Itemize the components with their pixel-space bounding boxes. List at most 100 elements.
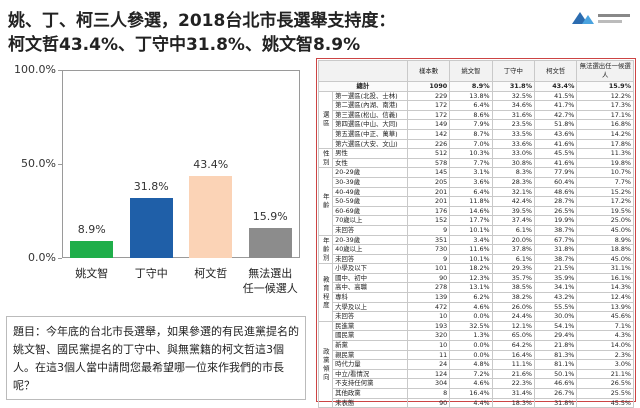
- cell: 18.8%: [576, 244, 634, 255]
- cell: 45.6%: [576, 311, 634, 322]
- column-header: 姚文智: [449, 60, 493, 82]
- data-row: 第五選區(中正、萬華) 142 8.7% 33.5% 43.6% 14.2%: [319, 128, 634, 140]
- cell: 320: [406, 330, 451, 342]
- cell: 16.1%: [576, 272, 634, 284]
- cell: 33.6%: [491, 138, 536, 150]
- cell: 12.4%: [576, 292, 634, 303]
- y-tick-label: 50.0%: [21, 157, 56, 170]
- cell: 6.2%: [449, 292, 493, 303]
- cell: 12.3%: [449, 272, 493, 284]
- header-row: 樣本數 姚文智 丁守中 柯文哲 無法選出任一候選人: [318, 60, 634, 82]
- cell: 34.6%: [491, 100, 536, 111]
- question-text: 題目：今年底的台北市長選舉，如果參選的有民進黨提名的姚文智、國民黨提名的丁守中、…: [6, 316, 306, 400]
- cell: 33.0%: [491, 148, 536, 159]
- data-row: 政黨傾向 民進黨 193 32.5% 12.1% 54.1% 7.1%: [317, 320, 634, 408]
- cell: 26.5%: [533, 205, 578, 217]
- cell: 35.9%: [533, 272, 578, 284]
- data-row: 40歲以上 730 11.6% 37.8% 31.8% 18.8%: [319, 244, 634, 255]
- cell: 10.3%: [449, 148, 493, 159]
- cell: 201: [406, 186, 451, 198]
- cell: 25.5%: [576, 388, 634, 399]
- cell: 32.5%: [491, 90, 536, 102]
- cell: 21.5%: [533, 263, 578, 274]
- cell: 29.3%: [491, 263, 536, 274]
- column-header: 丁守中: [491, 60, 536, 82]
- row-label: 未回答: [332, 311, 408, 322]
- cell: 9: [406, 224, 451, 236]
- column-header: 無法選出任一候選人: [576, 60, 634, 82]
- cell: 12.1%: [491, 320, 536, 332]
- data-row: 性別 男性 512 10.3% 33.0% 45.5% 11.3%: [317, 148, 634, 169]
- data-row: 國中、初中 90 12.3% 35.7% 35.9% 16.1%: [319, 272, 634, 284]
- cell: 226: [406, 138, 451, 150]
- cell: 172: [406, 100, 451, 111]
- data-row: 專科 139 6.2% 38.2% 43.2% 12.4%: [319, 292, 634, 303]
- cell: 4.4%: [449, 397, 493, 408]
- cell: 31.8%: [533, 397, 578, 408]
- cell: 45.0%: [576, 253, 634, 265]
- row-label: 其他政黨: [332, 388, 408, 399]
- cell: 17.7%: [449, 215, 493, 226]
- cell: 16.4%: [449, 388, 493, 399]
- cell: 12.2%: [576, 90, 634, 102]
- row-label: 30-39歲: [332, 176, 408, 188]
- row-label: 60-69歲: [332, 205, 408, 217]
- cell: 42.7%: [533, 109, 578, 121]
- row-label: 男性: [332, 148, 408, 159]
- cell: 193: [406, 320, 451, 332]
- cell: 31.8%: [491, 81, 536, 92]
- row-label: 時代力量: [332, 359, 408, 370]
- cell: 17.2%: [576, 196, 634, 207]
- data-row: 親民黨 11 0.0% 16.4% 81.3% 2.3%: [319, 349, 634, 361]
- row-label: 40-49歲: [332, 186, 408, 198]
- total-row: 總計 1090 8.9% 31.8% 43.4% 15.9%: [318, 81, 634, 92]
- cell: 13.8%: [449, 90, 493, 102]
- cell: 7.0%: [449, 138, 493, 150]
- cell: 10.7%: [576, 167, 634, 178]
- cell: 14.3%: [576, 282, 634, 294]
- cell: 26.5%: [576, 378, 634, 389]
- y-tick-mark: [58, 70, 62, 71]
- cell: 19.5%: [576, 205, 634, 217]
- cell: 51.8%: [533, 119, 578, 130]
- cell: 30.0%: [533, 311, 578, 322]
- group-label: 性別: [317, 148, 334, 169]
- cell: 14.6%: [449, 205, 493, 217]
- title-line: 姚、丁、柯三人參選，2018台北市長選舉支持度：: [8, 11, 396, 31]
- row-label: 第一選區(北投、士林): [332, 90, 408, 102]
- cell: 149: [406, 119, 451, 130]
- data-row: 60-69歲 176 14.6% 39.5% 26.5% 19.5%: [319, 205, 634, 217]
- cell: 13.1%: [449, 282, 493, 294]
- cell: 17.8%: [576, 138, 634, 150]
- x-tick-label: 柯文哲: [194, 267, 228, 280]
- cell: 15.2%: [576, 186, 634, 198]
- cell: 1090: [406, 81, 451, 92]
- cell: 11.3%: [576, 148, 634, 159]
- cell: 8.7%: [449, 128, 493, 140]
- data-row: 女性 578 7.7% 30.8% 41.6% 19.8%: [319, 157, 634, 169]
- cell: 14.0%: [576, 340, 634, 351]
- cell: 67.7%: [533, 234, 578, 246]
- cell: 43.6%: [533, 128, 578, 140]
- cell: 50.1%: [533, 368, 578, 380]
- cell: 101: [406, 263, 451, 274]
- cell: 30.8%: [491, 157, 536, 169]
- cell: 41.6%: [533, 138, 578, 150]
- cell: 6.1%: [491, 224, 536, 236]
- cell: 176: [406, 205, 451, 217]
- cell: 578: [406, 157, 451, 169]
- cell: 16.4%: [491, 349, 536, 361]
- cell: 11.8%: [449, 196, 493, 207]
- cell: 32.5%: [449, 320, 493, 332]
- cell: 22.3%: [491, 378, 536, 389]
- crosstab-table: 樣本數 姚文智 丁守中 柯文哲 無法選出任一候選人 總計 1090 8.9% 31.8% 43.4…: [317, 60, 634, 408]
- table-body: 樣本數 姚文智 丁守中 柯文哲 無法選出任一候選人 總計 1090 8.9% 31.8% 43.4…: [317, 60, 634, 408]
- row-label: 不支持任何黨: [332, 378, 408, 389]
- cell: 28.3%: [491, 176, 536, 188]
- column-header: 樣本數: [406, 60, 451, 82]
- row-label: 50-59歲: [332, 196, 408, 207]
- cell: 35.7%: [491, 272, 536, 284]
- cell: 3.4%: [449, 234, 493, 246]
- cell: 45.0%: [576, 224, 634, 236]
- y-tick-label: 0.0%: [28, 251, 56, 264]
